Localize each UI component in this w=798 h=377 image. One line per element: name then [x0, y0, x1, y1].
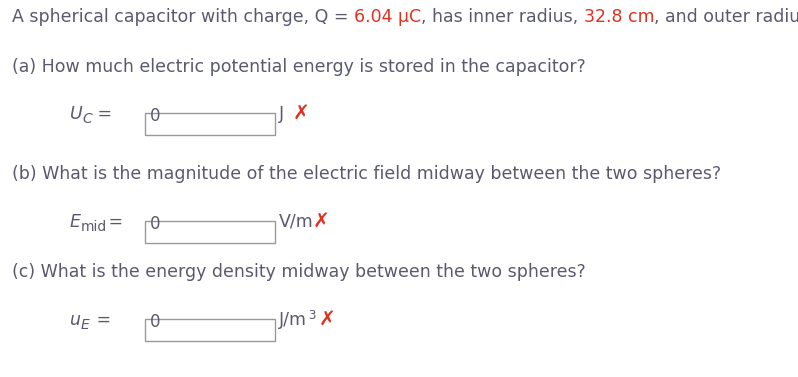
Text: U: U	[70, 105, 83, 123]
Text: (a) How much electric potential energy is stored in the capacitor?: (a) How much electric potential energy i…	[12, 58, 586, 76]
Text: 0: 0	[150, 313, 160, 331]
Text: , has inner radius,: , has inner radius,	[421, 8, 584, 26]
Text: ✗: ✗	[313, 212, 330, 231]
Text: =: =	[91, 311, 117, 329]
Text: J/m: J/m	[279, 311, 307, 329]
Text: E: E	[70, 213, 81, 231]
Text: A spherical capacitor with charge, Q =: A spherical capacitor with charge, Q =	[12, 8, 354, 26]
Text: =: =	[103, 213, 128, 231]
Text: , and outer radius,: , and outer radius,	[654, 8, 798, 26]
Text: 6.04 μC: 6.04 μC	[354, 8, 421, 26]
FancyBboxPatch shape	[145, 221, 275, 243]
FancyBboxPatch shape	[145, 319, 275, 341]
Text: V/m: V/m	[279, 213, 314, 231]
Text: 32.8 cm: 32.8 cm	[584, 8, 654, 26]
Text: u: u	[70, 311, 81, 329]
Text: J: J	[279, 105, 284, 123]
Text: (b) What is the magnitude of the electric field midway between the two spheres?: (b) What is the magnitude of the electri…	[12, 165, 721, 183]
Text: (c) What is the energy density midway between the two spheres?: (c) What is the energy density midway be…	[12, 263, 586, 281]
Text: ✗: ✗	[293, 104, 310, 123]
Text: mid: mid	[81, 220, 107, 234]
Text: ✗: ✗	[319, 310, 336, 329]
FancyBboxPatch shape	[145, 113, 275, 135]
Text: C: C	[83, 112, 93, 126]
Text: 0: 0	[150, 215, 160, 233]
Text: =: =	[92, 105, 117, 123]
Text: E: E	[81, 318, 89, 332]
Text: 3: 3	[308, 309, 315, 322]
Text: 0: 0	[150, 107, 160, 125]
